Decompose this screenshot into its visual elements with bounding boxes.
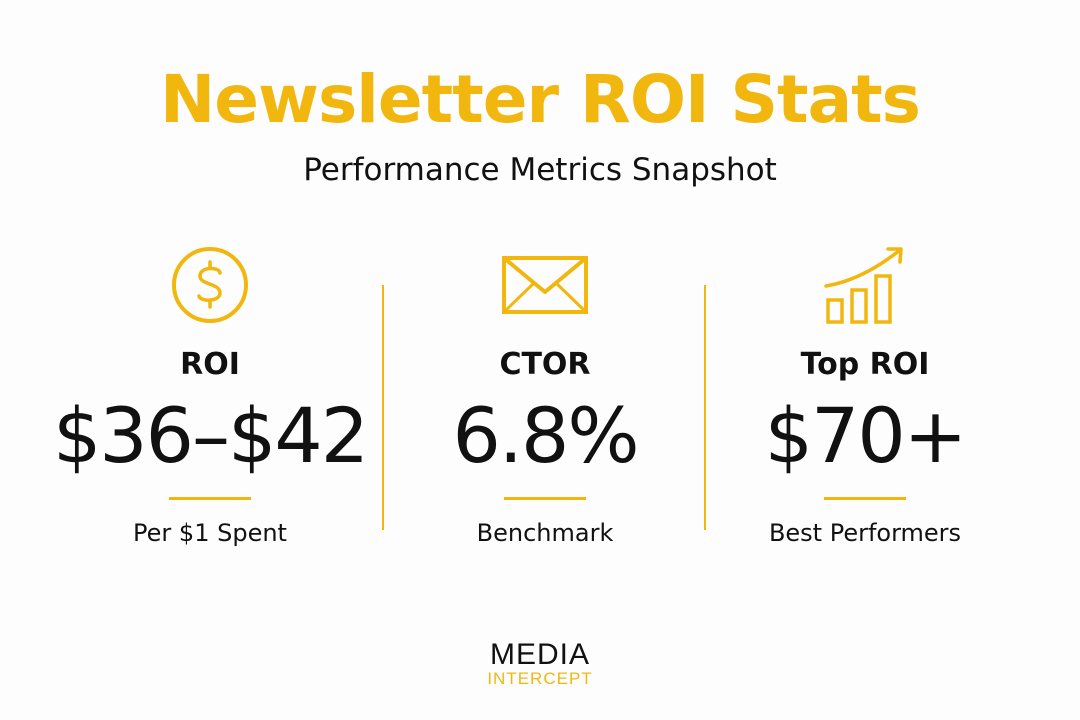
stat-caption: Benchmark xyxy=(476,519,614,547)
growth-chart-icon xyxy=(820,240,910,330)
stat-card-top-roi: Top ROI $70+ Best Performers xyxy=(705,240,1025,570)
stat-card-ctor: CTOR 6.8% Benchmark xyxy=(385,240,705,570)
page-title: Newsletter ROI Stats xyxy=(160,61,921,138)
stat-underline xyxy=(824,497,906,500)
stat-value: $70+ xyxy=(764,391,968,480)
stat-value: 6.8% xyxy=(452,391,639,480)
logo-line-media: MEDIA xyxy=(489,638,590,671)
logo-line-intercept: INTERCEPT xyxy=(487,669,593,688)
page-subtitle: Performance Metrics Snapshot xyxy=(303,152,777,188)
stat-label: CTOR xyxy=(499,347,591,382)
stat-underline xyxy=(169,497,251,500)
stat-label: ROI xyxy=(180,347,240,382)
column-divider xyxy=(704,285,706,530)
dollar-circle-icon xyxy=(165,240,255,330)
column-divider xyxy=(382,285,384,530)
stat-underline xyxy=(504,497,586,500)
stat-caption: Best Performers xyxy=(768,519,962,547)
media-intercept-logo: MEDIA INTERCEPT xyxy=(0,640,1080,688)
envelope-icon xyxy=(500,240,590,330)
stat-caption: Per $1 Spent xyxy=(133,519,287,547)
stat-value: $36–$42 xyxy=(52,391,369,480)
stat-label: Top ROI xyxy=(800,347,930,382)
stat-card-roi: ROI $36–$42 Per $1 Spent xyxy=(50,240,370,570)
